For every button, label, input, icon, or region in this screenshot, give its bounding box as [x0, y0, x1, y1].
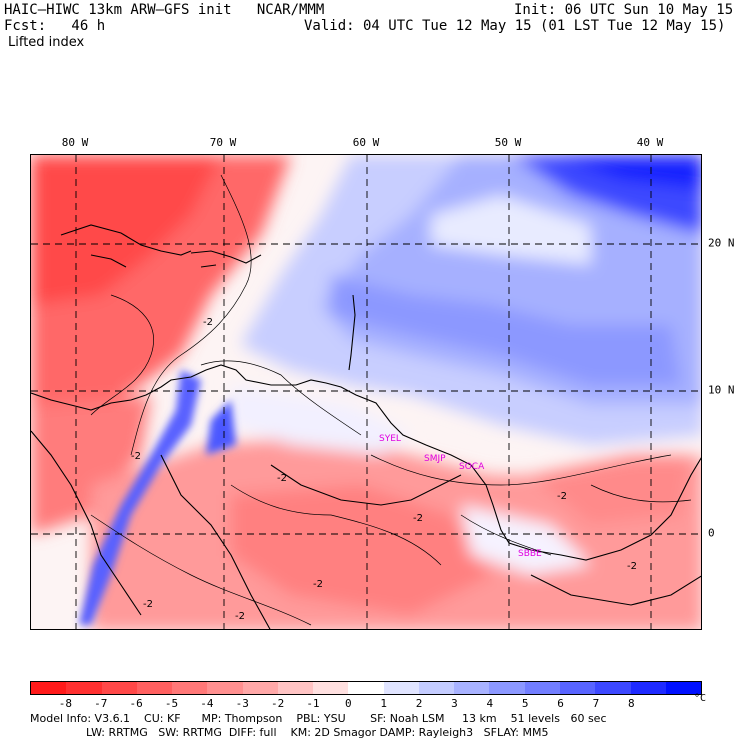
- forecast-hour: Fcst: 46 h: [4, 18, 106, 34]
- contour-label: -2: [143, 599, 153, 610]
- lat-label-10n: 10 N: [708, 383, 735, 397]
- colorbar-cell: [559, 682, 596, 694]
- colorbar: [30, 681, 702, 695]
- contour-label: -2: [313, 579, 323, 590]
- contour-label: -2: [235, 611, 245, 622]
- colorbar-cell: [277, 682, 314, 694]
- contour-label: -2: [627, 561, 637, 572]
- colorbar-tick-label: -2: [270, 697, 285, 710]
- colorbar-cell: [524, 682, 560, 694]
- model-info-line-1: Model Info: V3.6.1 CU: KF MP: Thompson P…: [30, 712, 607, 725]
- model-title: HAIC—HIWC 13km ARW—GFS init NCAR/MMM: [4, 2, 325, 18]
- station-sbbe: SBBE: [518, 549, 542, 559]
- lat-label-20n: 20 N: [708, 236, 735, 250]
- colorbar-tick-label: 6: [557, 697, 564, 710]
- colorbar-tick-label: 3: [451, 697, 458, 710]
- coastlines: [31, 224, 701, 629]
- shading-layer: [31, 155, 701, 629]
- lon-label-70w: 70 W: [209, 136, 237, 149]
- colorbar-cell: [242, 682, 278, 694]
- colorbar-cell: [489, 682, 525, 694]
- colorbar-cell: [172, 682, 208, 694]
- lifted-index-map: SYEL SMJP SOCA SBBE -2 -2 -2 -2 -2 -2 -2…: [31, 155, 701, 629]
- colorbar-tick-label: 4: [486, 697, 494, 710]
- colorbar-tick-label: 2: [415, 697, 423, 710]
- colorbar-tick-label: 0: [345, 697, 352, 710]
- colorbar-tick-label: -8: [58, 697, 72, 710]
- colorbar-cell: [418, 682, 455, 694]
- lon-label-40w: 40 W: [636, 136, 664, 149]
- colorbar-cell: [101, 682, 137, 694]
- contour-label: -2: [557, 491, 567, 502]
- colorbar-tick-label: -3: [235, 697, 249, 710]
- station-smjp: SMJP: [424, 454, 446, 464]
- station-labels: SYEL SMJP SOCA SBBE: [379, 434, 542, 559]
- colorbar-cell: [595, 682, 631, 694]
- colorbar-tick-label: 5: [521, 697, 529, 710]
- colorbar-cell: [348, 682, 384, 694]
- init-time: Init: 06 UTC Sun 10 May 15: [514, 2, 734, 18]
- colorbar-tick-label: -5: [164, 697, 179, 710]
- lat-lon-grid: [31, 155, 701, 629]
- colorbar-cell: [136, 682, 173, 694]
- colorbar-tick-label: -7: [94, 697, 108, 710]
- colorbar-cell: [207, 682, 243, 694]
- model-info-line-2: LW: RRTMG SW: RRTMG DIFF: full KM: 2D Sm…: [30, 726, 549, 739]
- colorbar-tick-label: 7: [592, 697, 600, 710]
- colorbar-cell: [31, 682, 67, 694]
- lon-label-60w: 60 W: [352, 136, 380, 149]
- colorbar-cell: [383, 682, 419, 694]
- station-syel: SYEL: [379, 434, 401, 444]
- colorbar-tick-label: -4: [200, 697, 214, 710]
- lat-label-equator: 0: [708, 526, 715, 540]
- colorbar-tick-label: 8: [627, 697, 635, 710]
- valid-time: Valid: 04 UTC Tue 12 May 15 (01 LST Tue …: [304, 18, 726, 34]
- colorbar-tick-label: -1: [306, 697, 320, 710]
- colorbar-cell: [313, 682, 349, 694]
- lon-label-50w: 50 W: [494, 136, 522, 149]
- lon-label-80w: 80 W: [61, 136, 89, 149]
- contour-value-labels: -2 -2 -2 -2 -2 -2 -2 -2 -2: [131, 317, 637, 622]
- contour-lines: [90, 174, 692, 626]
- andes-stable-band: [79, 370, 236, 625]
- station-soca: SOCA: [459, 462, 485, 472]
- contour-label: -2: [203, 317, 213, 328]
- field-name: Lifted index: [8, 35, 85, 50]
- contour-label: -2: [131, 451, 141, 462]
- colorbar-cell: [630, 682, 666, 694]
- colorbar-tick-label: -6: [129, 697, 143, 710]
- colorbar-unit: °C: [694, 693, 707, 704]
- colorbar-cell: [66, 682, 102, 694]
- contour-label: -2: [413, 513, 423, 524]
- map-panel: SYEL SMJP SOCA SBBE -2 -2 -2 -2 -2 -2 -2…: [30, 154, 702, 630]
- colorbar-cell: [665, 682, 702, 694]
- contour-label: -2: [277, 473, 287, 484]
- colorbar-cell: [454, 682, 490, 694]
- colorbar-tick-label: 1: [380, 697, 387, 710]
